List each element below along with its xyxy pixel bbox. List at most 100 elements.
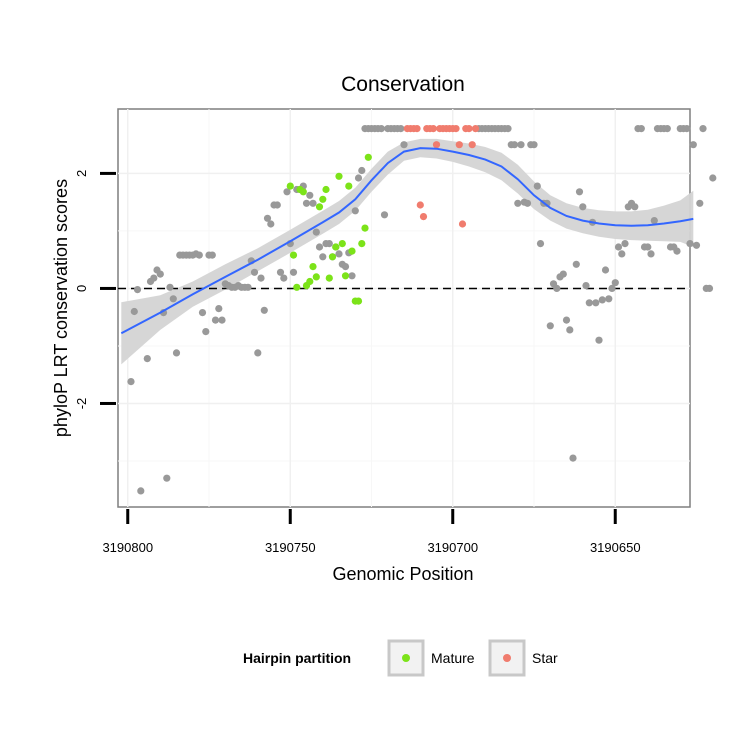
data-point-other bbox=[631, 203, 639, 211]
data-point-other bbox=[254, 349, 262, 357]
data-point-other bbox=[530, 141, 538, 149]
smooth-curve bbox=[120, 147, 694, 335]
data-point-other bbox=[315, 243, 324, 251]
data-point-other bbox=[397, 125, 405, 133]
series-star bbox=[403, 125, 480, 228]
data-point-other bbox=[130, 307, 138, 316]
legend-label-mature: Mature bbox=[431, 650, 475, 666]
data-point-mature bbox=[354, 297, 363, 305]
data-point-other bbox=[306, 191, 314, 199]
data-point-star bbox=[468, 141, 476, 149]
data-point-other bbox=[348, 272, 356, 280]
axes-ticks: 3190800 3190750 3190700 3190650 -2 0 2 bbox=[74, 170, 641, 555]
data-point-other bbox=[166, 283, 174, 291]
data-point-other bbox=[696, 199, 704, 207]
data-point-other bbox=[611, 279, 619, 287]
data-point-other bbox=[585, 299, 593, 307]
data-point-star bbox=[452, 125, 460, 133]
data-point-other bbox=[218, 316, 226, 324]
data-point-other bbox=[605, 295, 613, 303]
data-point-other bbox=[195, 251, 203, 259]
data-point-other bbox=[319, 253, 327, 261]
data-point-other bbox=[553, 284, 561, 292]
data-point-other bbox=[377, 125, 385, 133]
data-point-other bbox=[335, 250, 343, 258]
data-point-mature bbox=[319, 195, 327, 203]
data-point-other bbox=[575, 188, 584, 196]
data-point-other bbox=[705, 284, 714, 292]
data-point-star bbox=[465, 125, 473, 133]
y-tick-label: 0 bbox=[74, 285, 89, 292]
data-point-other bbox=[559, 270, 567, 278]
data-point-other bbox=[280, 274, 288, 282]
data-point-other bbox=[273, 201, 281, 209]
data-point-mature bbox=[293, 283, 301, 291]
data-point-mature bbox=[345, 182, 353, 190]
data-point-other bbox=[579, 203, 587, 211]
data-point-other bbox=[283, 188, 291, 196]
data-point-other bbox=[536, 240, 545, 248]
data-point-mature bbox=[332, 243, 340, 251]
plot-panel bbox=[117, 108, 691, 508]
data-point-mature bbox=[289, 251, 298, 259]
data-point-other bbox=[380, 211, 389, 219]
data-point-other bbox=[312, 228, 320, 236]
data-point-other bbox=[523, 199, 532, 207]
data-point-other bbox=[208, 251, 216, 259]
data-point-other bbox=[250, 268, 259, 276]
data-point-mature bbox=[309, 263, 317, 271]
series-mature bbox=[286, 153, 372, 305]
smooth-line bbox=[120, 147, 694, 335]
series-other bbox=[127, 125, 717, 495]
data-point-other bbox=[215, 305, 223, 313]
data-point-other bbox=[202, 328, 210, 336]
data-point-other bbox=[198, 309, 207, 317]
legend-key-mature bbox=[387, 639, 425, 677]
data-point-other bbox=[150, 274, 158, 282]
data-point-other bbox=[644, 243, 652, 251]
data-point-other bbox=[289, 268, 298, 276]
data-point-other bbox=[263, 214, 272, 222]
data-point-mature bbox=[306, 277, 314, 286]
legend-title: Hairpin partition bbox=[243, 650, 351, 666]
legend-marker-mature bbox=[402, 654, 410, 662]
data-point-other bbox=[699, 125, 707, 133]
data-points bbox=[127, 125, 717, 495]
data-point-other bbox=[595, 336, 603, 344]
data-point-mature bbox=[361, 224, 369, 232]
data-point-other bbox=[582, 282, 590, 290]
data-point-other bbox=[663, 125, 671, 133]
chart-title: Conservation bbox=[341, 73, 465, 96]
legend-label-star: Star bbox=[532, 650, 558, 666]
data-point-mature bbox=[325, 274, 333, 282]
data-point-other bbox=[325, 240, 333, 248]
data-point-star bbox=[416, 201, 424, 209]
data-point-other bbox=[709, 174, 717, 182]
data-point-star bbox=[455, 141, 463, 149]
data-point-other bbox=[309, 199, 317, 207]
data-point-other bbox=[692, 241, 701, 249]
data-point-mature bbox=[312, 273, 320, 281]
data-point-other bbox=[276, 268, 285, 276]
data-point-other bbox=[673, 247, 681, 255]
data-point-other bbox=[244, 283, 252, 291]
data-point-other bbox=[211, 316, 220, 324]
data-point-mature bbox=[299, 188, 307, 196]
data-point-other bbox=[257, 274, 265, 282]
x-tick-label: 3190750 bbox=[265, 540, 316, 555]
data-point-other bbox=[546, 322, 554, 330]
data-point-mature bbox=[335, 172, 343, 180]
data-point-other bbox=[689, 141, 697, 149]
data-point-mature bbox=[322, 185, 330, 194]
data-point-other bbox=[358, 166, 366, 175]
legend-marker-star bbox=[503, 654, 511, 662]
data-point-other bbox=[608, 284, 616, 292]
data-point-other bbox=[341, 263, 350, 271]
data-point-other bbox=[354, 174, 363, 182]
data-point-other bbox=[163, 474, 171, 482]
data-point-other bbox=[601, 266, 610, 274]
data-point-other bbox=[650, 217, 658, 225]
data-point-other bbox=[686, 240, 694, 248]
data-point-other bbox=[504, 125, 512, 133]
data-point-other bbox=[562, 316, 571, 324]
